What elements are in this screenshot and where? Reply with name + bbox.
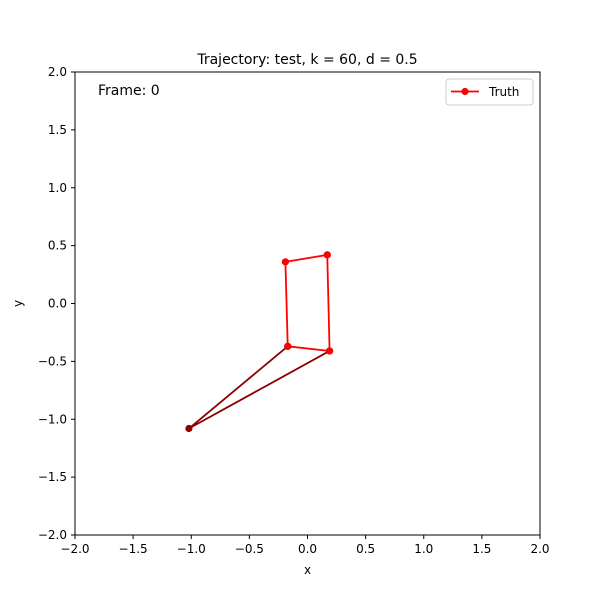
legend: Truth xyxy=(445,78,534,106)
truth-point xyxy=(325,347,334,355)
x-tick-label: 1.5 xyxy=(472,542,491,556)
x-tick-label: −0.5 xyxy=(235,542,264,556)
y-tick-label: 1.5 xyxy=(48,123,67,137)
truth-point xyxy=(323,251,331,259)
truth-point xyxy=(281,258,290,266)
legend-entry-truth: Truth xyxy=(488,85,519,99)
chart-title: Trajectory: test, k = 60, d = 0.5 xyxy=(196,52,417,68)
x-tick-label: 0.5 xyxy=(356,542,375,556)
x-tick-label: 1.0 xyxy=(414,542,433,556)
x-axis: −2.0 −1.5 −1.0 −0.5 0.0 0.5 1.0 1.5 2.0 xyxy=(60,535,550,556)
y-tick-label: 1.0 xyxy=(48,181,67,195)
y-tick-label: 0.5 xyxy=(48,239,67,253)
x-tick-label: −1.5 xyxy=(119,542,148,556)
y-tick-label: −0.5 xyxy=(38,354,67,368)
plot-area xyxy=(74,71,541,536)
y-axis-label: y xyxy=(11,300,25,307)
x-tick-label: 2.0 xyxy=(530,542,549,556)
y-tick-label: −1.0 xyxy=(38,412,67,426)
truth-point xyxy=(284,342,292,350)
x-tick-label: 0.0 xyxy=(298,542,317,556)
y-tick-label: −2.0 xyxy=(38,528,67,542)
x-tick-label: −2.0 xyxy=(60,542,89,556)
y-tick-label: 2.0 xyxy=(48,65,67,79)
y-tick-label: 0.0 xyxy=(48,297,67,311)
legend-box xyxy=(445,78,534,106)
frame-annotation: Frame: 0 xyxy=(98,83,160,99)
y-tick-label: −1.5 xyxy=(38,470,67,484)
y-axis: −2.0 −1.5 −1.0 −0.5 0.0 0.5 1.0 1.5 2.0 xyxy=(38,65,75,542)
legend-marker xyxy=(461,87,469,96)
x-axis-label: x xyxy=(304,563,311,577)
x-tick-label: −1.0 xyxy=(177,542,206,556)
dark-point xyxy=(185,424,193,433)
series-layer xyxy=(185,251,334,433)
